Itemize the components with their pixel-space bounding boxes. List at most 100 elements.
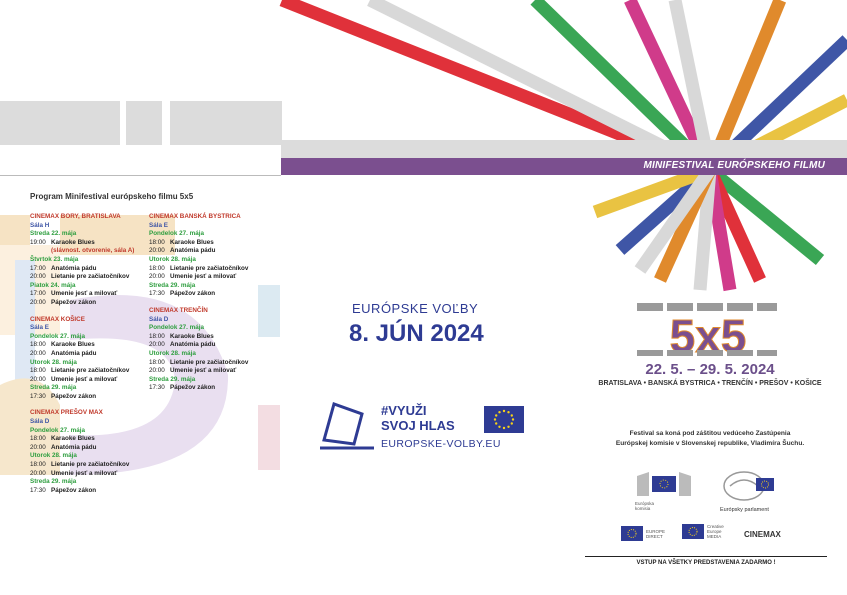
ec-label-2: komisia [635, 506, 651, 511]
logo-grey-strips-top [637, 303, 777, 311]
hall-name: Sála H [30, 221, 50, 229]
screening-time: 20:00 [30, 349, 46, 357]
screening-film: Anatómia pádu [51, 349, 97, 357]
screening-day: Piatok 24. mája [30, 281, 76, 289]
screening-film: Umenie jesť a milovať [170, 273, 237, 281]
hall-name: Sála D [30, 418, 50, 426]
elections-date: 8. JÚN 2024 [349, 320, 484, 347]
screening-film: Anatómia pádu [170, 247, 216, 255]
screening-row: 18:00 Lietanie pre začiatočníkov [30, 461, 134, 470]
screening-film: Pápežov zákon [170, 384, 216, 392]
patronage-line-2: Európskej komisie v Slovenskej republike… [615, 439, 805, 447]
logo-grey-strips-bottom [637, 350, 777, 356]
screening-row: 20:00 Umenie jesť a milovať [30, 470, 134, 479]
screening-row: 20:00 Lietanie pre začiatočníkov [30, 273, 134, 282]
ed-flag-icon [621, 526, 643, 541]
screening-film: Pápežov zákon [170, 290, 216, 298]
screening-time: 17:30 [30, 486, 46, 494]
screening-film: Pápežov zákon [51, 486, 97, 494]
screening-film: Karaoke Blues [51, 435, 95, 443]
cinema-name: CINEMAX KOŠICE [30, 315, 85, 323]
screening-film: Umenie jesť a milovať [51, 469, 118, 477]
deco-bar-2 [126, 101, 162, 145]
festival-logo: 5x5 [669, 316, 747, 356]
ce-flag-icon [682, 524, 704, 539]
screening-day: Streda 29. mája [149, 281, 196, 289]
screening-film: Pápežov zákon [51, 298, 97, 306]
deco-bar-1 [0, 101, 120, 145]
screening-time: 20:00 [30, 469, 46, 477]
deco-bar-3 [170, 101, 282, 145]
festival-logo-text: 5x5 [670, 316, 747, 356]
screening-row: 20:00 Anatómia pádu [149, 247, 248, 256]
screening-film: Anatómia pádu [51, 443, 97, 451]
screening-film: Karaoke Blues [170, 238, 214, 246]
screening-film: Lietanie pre začiatočníkov [51, 461, 130, 469]
screening-row: 20:00 Umenie jesť a milovať [149, 367, 248, 376]
hashtag-line-2: SVOJ HLAS [381, 418, 455, 433]
screening-row: 18:00 Lietanie pre začiatočníkov [149, 359, 248, 368]
eu-flag-icon [484, 406, 524, 433]
screening-time: 17:00 [30, 290, 46, 298]
screening-film: Pápežov zákon [51, 392, 97, 400]
ed-label-1: EUROPE [646, 528, 666, 534]
screening-film: Lietanie pre začiatočníkov [51, 273, 130, 281]
screening-time: 17:30 [149, 384, 165, 392]
ballot-box-icon [320, 402, 374, 450]
screening-day: Utorok 28. mája [149, 349, 196, 357]
screening-day: Štvrtok 23. mája [30, 255, 79, 263]
screening-day: Pondelok 27. mája [149, 324, 204, 332]
screening-row: 17:30 Pápežov zákon [149, 290, 248, 299]
screening-day: Utorok 28. mája [149, 255, 196, 263]
patronage-line-1: Festival sa koná pod záštitou vedúceho Z… [629, 430, 791, 437]
screening-row: 20:00 Anatómia pádu [149, 341, 248, 350]
ec-label-1: Európska [635, 501, 655, 506]
spacer [149, 299, 248, 307]
hall-name: Sála E [30, 324, 49, 332]
screening-film: Lietanie pre začiatočníkov [170, 264, 249, 272]
screening-film: Karaoke Blues [51, 238, 95, 246]
cinema-name: CINEMAX TRENČÍN [149, 306, 208, 314]
screening-film: Karaoke Blues [170, 332, 214, 340]
screening-time: 18:00 [30, 461, 46, 469]
european-parliament-logo: Európsky parlament [720, 470, 800, 513]
festival-cities: BRATISLAVA • BANSKÁ BYSTRICA • TRENČÍN •… [598, 380, 822, 387]
screening-time: 18:00 [149, 238, 165, 246]
europe-direct-logo: EUROPE DIRECT [621, 526, 665, 541]
cinemax-logo: CINEMAX [744, 530, 781, 539]
screening-time: 18:00 [149, 264, 165, 272]
festival-dates: 22. 5. – 29. 5. 2024 [645, 361, 775, 378]
screening-row: 17:30 Pápežov zákon [30, 393, 134, 402]
hall-name: Sála D [149, 315, 169, 323]
screening-day: Pondelok 27. mája [30, 426, 85, 434]
program-title: Program Minifestival európskeho filmu 5x… [30, 192, 194, 201]
ep-hemicycle-icon [723, 471, 774, 501]
screening-time: 18:00 [149, 358, 165, 366]
program-column-left: CINEMAX BORY, BRATISLAVA Sála H Streda 22.… [30, 213, 134, 495]
elections-website[interactable]: EUROPSKE-VOLBY.EU [381, 438, 501, 450]
cinema-name: CINEMAX BORY, BRATISLAVA [30, 213, 121, 220]
screening-note: (slávnost. otvorenie, sála A) [51, 247, 135, 255]
screening-row: 17:30 Pápežov zákon [30, 487, 134, 496]
elections-title: EURÓPSKE VOĽBY [352, 301, 479, 316]
screening-time: 20:00 [149, 247, 165, 255]
festival-band-title: MINIFESTIVAL EURÓPSKEHO FILMU [643, 160, 825, 171]
screening-row: 17:00 Anatómia pádu [30, 265, 134, 274]
ec-building-icon [637, 472, 691, 496]
screening-row: 20:00 Pápežov zákon [30, 299, 134, 308]
screening-time: 18:00 [30, 435, 46, 443]
european-commission-logo: Európska komisia [635, 470, 693, 511]
free-entry-note: VSTUP NA VŠETKY PREDSTAVENIA ZADARMO ! [585, 556, 827, 566]
screening-time: 19:00 [30, 238, 46, 246]
screening-film: Lietanie pre začiatočníkov [170, 358, 249, 366]
screening-day: Streda 22. mája [30, 230, 77, 238]
screening-film: Anatómia pádu [51, 264, 97, 272]
screening-time: 20:00 [149, 367, 165, 375]
screening-row: 17:00 Umenie jesť a milovať [30, 290, 134, 299]
screening-film: Umenie jesť a milovať [51, 290, 118, 298]
screening-day: Streda 29. mája [149, 375, 196, 383]
screening-film: Umenie jesť a milovať [170, 367, 237, 375]
program-column-right: CINEMAX BANSKÁ BYSTRICA Sála E Pondelok 27… [149, 213, 248, 393]
festival-band [281, 158, 847, 175]
screening-time: 17:30 [149, 290, 165, 298]
